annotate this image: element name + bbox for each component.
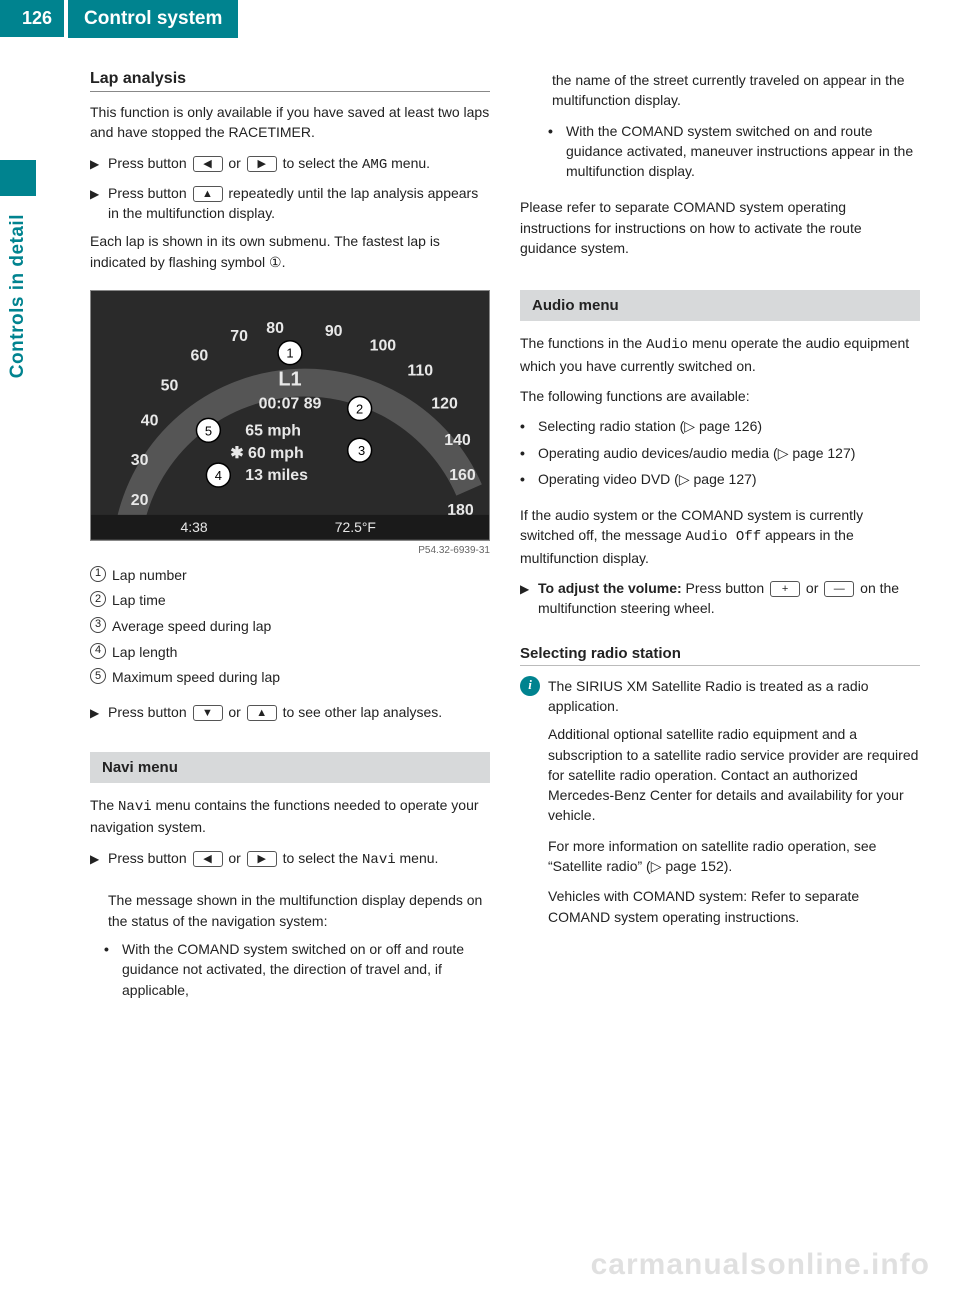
- manual-page: 126 Control system Controls in detail La…: [0, 0, 960, 1302]
- bullet-marker: •: [104, 939, 122, 959]
- svg-text:20: 20: [131, 492, 149, 509]
- lap-analysis-heading: Lap analysis: [90, 70, 490, 92]
- plus-button-icon: +: [770, 581, 800, 597]
- svg-text:80: 80: [266, 320, 284, 337]
- svg-text:4:38: 4:38: [181, 519, 208, 535]
- step-arrow-icon: ▶: [90, 186, 108, 203]
- svg-text:2: 2: [356, 401, 363, 416]
- callout-5: 5Maximum speed during lap: [90, 668, 490, 688]
- lap-intro-text: This function is only available if you h…: [90, 102, 490, 143]
- page-header: 126 Control system: [0, 0, 960, 38]
- section-title: Control system: [68, 0, 238, 38]
- svg-text:3: 3: [358, 443, 365, 458]
- navi-bullet-1-cont: the name of the street currently travele…: [552, 70, 920, 111]
- svg-text:120: 120: [431, 395, 458, 412]
- svg-text:90: 90: [325, 323, 343, 340]
- step-text: Press button ◀ or ▶ to select the Navi m…: [108, 848, 490, 931]
- up-button-icon: ▲: [247, 705, 277, 721]
- navi-note: Please refer to separate COMAND system o…: [520, 197, 920, 258]
- navi-bullet-1: • With the COMAND system switched on or …: [104, 939, 490, 1000]
- tab-marker: [0, 160, 36, 196]
- svg-text:100: 100: [370, 338, 397, 355]
- navi-bullets-cont: the name of the street currently travele…: [534, 70, 920, 187]
- lap-submenu-text: Each lap is shown in its own submenu. Th…: [90, 231, 490, 272]
- info-text-3: For more information on satellite radio …: [548, 836, 920, 877]
- step-text: Press button ▲ repeatedly until the lap …: [108, 183, 490, 224]
- right-button-icon: ▶: [247, 156, 277, 172]
- bullet-marker: •: [548, 121, 566, 141]
- svg-text:160: 160: [449, 467, 476, 484]
- step-arrow-icon: ▶: [520, 581, 538, 598]
- watermark: carmanualsonline.info: [591, 1248, 930, 1282]
- minus-button-icon: —: [824, 581, 854, 597]
- step-text: Press button ◀ or ▶ to select the AMG me…: [108, 153, 490, 175]
- svg-text:50: 50: [161, 378, 179, 395]
- step-text: To adjust the volume: Press button + or …: [538, 578, 920, 619]
- step-arrow-icon: ▶: [90, 705, 108, 722]
- navi-intro: The Navi menu contains the functions nee…: [90, 795, 490, 838]
- left-button-icon: ◀: [193, 156, 223, 172]
- audio-bullets: •Selecting radio station (▷ page 126) •O…: [520, 416, 920, 495]
- info-text-2: Additional optional satellite radio equi…: [548, 724, 920, 825]
- callout-2: 2Lap time: [90, 591, 490, 611]
- vertical-tab-label: Controls in detail: [7, 214, 29, 378]
- audio-off-text: If the audio system or the COMAND system…: [520, 505, 920, 568]
- svg-text:00:07 89: 00:07 89: [259, 395, 322, 412]
- page-number: 126: [0, 0, 64, 37]
- svg-text:65 mph: 65 mph: [245, 422, 301, 439]
- svg-text:L1: L1: [278, 369, 301, 391]
- lap-step-1: ▶ Press button ◀ or ▶ to select the AMG …: [90, 153, 490, 175]
- left-column: Lap analysis This function is only avail…: [90, 70, 490, 1016]
- lap-figure: 20 30 40 50 60 70 80 90 100 110 120 140 …: [90, 290, 490, 541]
- audio-avail: The following functions are available:: [520, 386, 920, 406]
- svg-text:1: 1: [286, 346, 293, 361]
- left-button-icon: ◀: [193, 851, 223, 867]
- side-tab: Controls in detail: [0, 160, 36, 378]
- radio-heading: Selecting radio station: [520, 645, 920, 666]
- right-column: the name of the street currently travele…: [520, 70, 920, 1016]
- navi-bullets: • With the COMAND system switched on or …: [90, 939, 490, 1006]
- audio-volume-step: ▶ To adjust the volume: Press button + o…: [520, 578, 920, 619]
- navi-step-1: ▶ Press button ◀ or ▶ to select the Navi…: [90, 848, 490, 931]
- down-button-icon: ▼: [193, 705, 223, 721]
- audio-intro: The functions in the Audio menu operate …: [520, 333, 920, 376]
- svg-text:140: 140: [444, 432, 471, 449]
- info-icon: i: [520, 676, 540, 696]
- svg-text:60: 60: [191, 348, 209, 365]
- svg-text:30: 30: [131, 452, 149, 469]
- figure-reference: P54.32-6939-31: [90, 545, 490, 556]
- audio-bullet-3: •Operating video DVD (▷ page 127): [520, 469, 920, 489]
- content-area: Lap analysis This function is only avail…: [90, 70, 920, 1016]
- svg-text:4: 4: [215, 468, 222, 483]
- svg-text:✱ 60 mph: ✱ 60 mph: [230, 445, 303, 462]
- audio-menu-box: Audio menu: [520, 290, 920, 321]
- lap-step-2: ▶ Press button ▲ repeatedly until the la…: [90, 183, 490, 224]
- audio-bullet-1: •Selecting radio station (▷ page 126): [520, 416, 920, 436]
- info-text-4: Vehicles with COMAND system: Refer to se…: [548, 886, 920, 927]
- right-button-icon: ▶: [247, 851, 277, 867]
- svg-text:110: 110: [407, 363, 433, 380]
- step-text: Press button ▼ or ▲ to see other lap ana…: [108, 702, 490, 722]
- info-block-1: i The SIRIUS XM Satellite Radio is treat…: [520, 676, 920, 717]
- callout-1: 1Lap number: [90, 566, 490, 586]
- svg-text:13 miles: 13 miles: [245, 467, 308, 484]
- navi-menu-box: Navi menu: [90, 752, 490, 783]
- navi-bullet-2: • With the COMAND system switched on and…: [548, 121, 920, 182]
- callout-3: 3Average speed during lap: [90, 617, 490, 637]
- callout-4: 4Lap length: [90, 643, 490, 663]
- audio-bullet-2: •Operating audio devices/audio media (▷ …: [520, 443, 920, 463]
- svg-text:70: 70: [230, 328, 248, 345]
- svg-text:5: 5: [205, 423, 212, 438]
- svg-text:72.5°F: 72.5°F: [335, 519, 376, 535]
- step-arrow-icon: ▶: [90, 851, 108, 868]
- svg-text:40: 40: [141, 412, 159, 429]
- step-arrow-icon: ▶: [90, 156, 108, 173]
- up-button-icon: ▲: [193, 186, 223, 202]
- lap-step-3: ▶ Press button ▼ or ▲ to see other lap a…: [90, 702, 490, 722]
